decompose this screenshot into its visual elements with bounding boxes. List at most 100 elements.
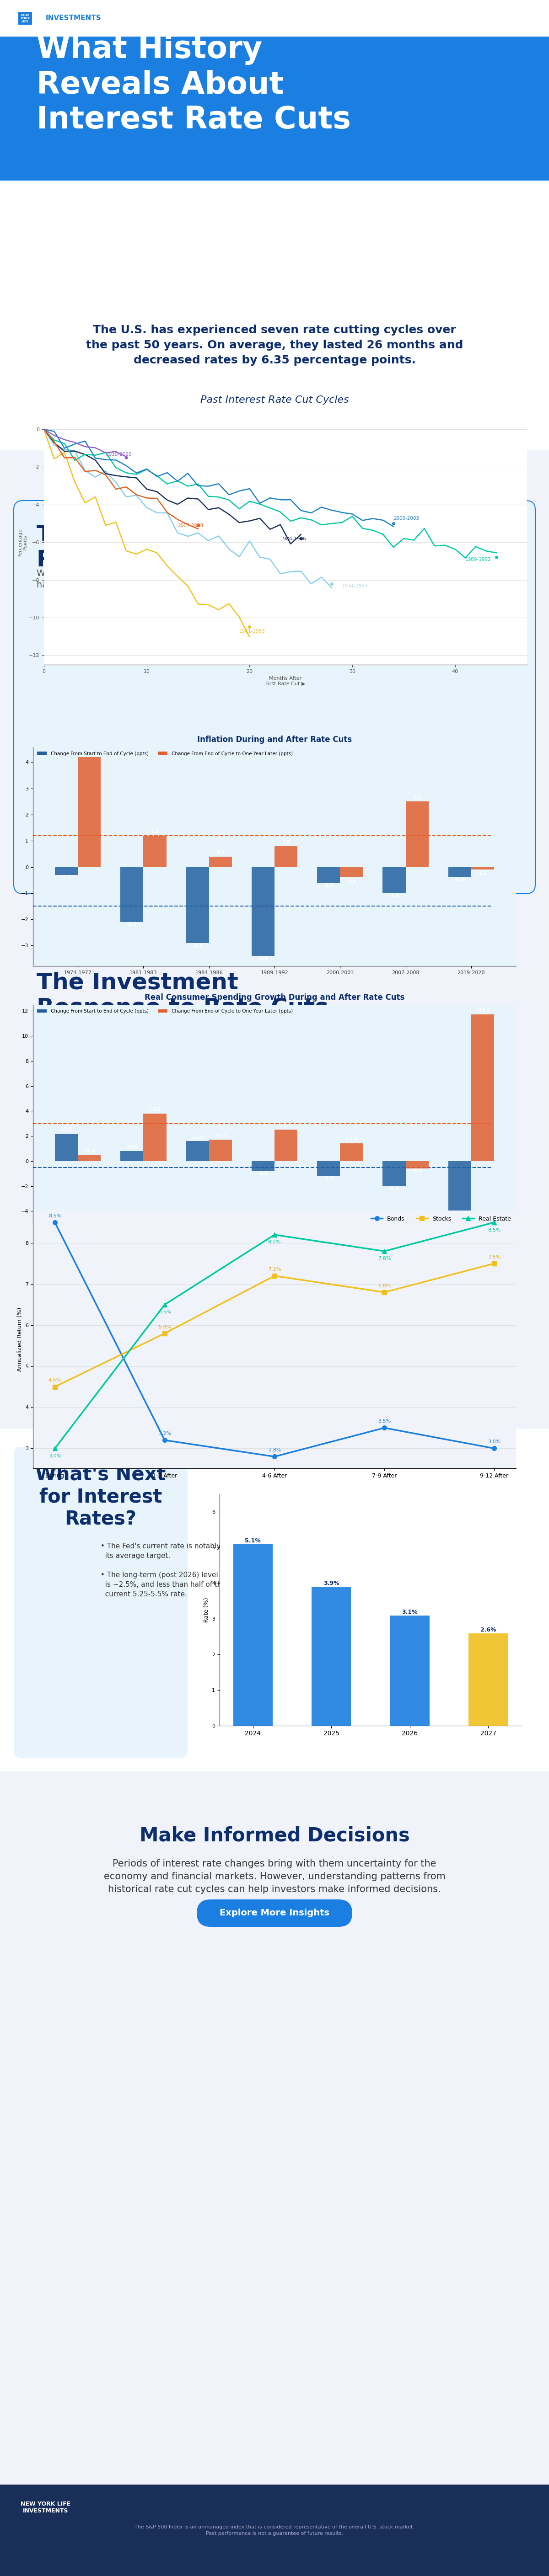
Bonds	[381, 1412, 388, 1443]
Real Estate	[271, 1218, 278, 1249]
Line: Stocks: Stocks	[53, 1262, 496, 1388]
Text: The U.S. has experienced seven rate cutting cycles over
the past 50 years. On av: The U.S. has experienced seven rate cutt…	[86, 325, 463, 366]
Bar	[120, 1151, 143, 1162]
Bar	[312, 1587, 351, 1726]
Text: 4.5%: 4.5%	[48, 1378, 61, 1383]
Bar	[143, 835, 166, 868]
Text: +11.7: +11.7	[475, 1007, 490, 1012]
Text: Explore More Insights: Explore More Insights	[220, 1909, 329, 1917]
Text: 2.8%: 2.8%	[268, 1448, 281, 1453]
Text: The Economic
Response to Rate Cuts: The Economic Response to Rate Cuts	[37, 523, 328, 572]
Real Estate	[491, 1208, 497, 1239]
Text: Federal Reserve Interest Rate Projections: March 2024: Federal Reserve Interest Rate Projection…	[201, 1437, 455, 1445]
Real Estate	[381, 1236, 388, 1267]
Text: -0.1: -0.1	[478, 871, 488, 876]
Text: What's Next
for Interest
Rates?: What's Next for Interest Rates?	[35, 1466, 166, 1528]
Text: -2.0: -2.0	[389, 1185, 399, 1190]
Bar	[78, 1154, 101, 1162]
Bar	[0, 0, 549, 36]
Bar	[0, 180, 549, 451]
Text: -0.6: -0.6	[324, 884, 333, 889]
Real Estate	[52, 1432, 58, 1463]
Text: +0.8: +0.8	[126, 1144, 138, 1149]
Text: 2000-2003: 2000-2003	[394, 515, 419, 520]
Bonds	[52, 1208, 58, 1239]
Legend: Change From Start to End of Cycle (ppts), Change From End of Cycle to One Year L: Change From Start to End of Cycle (ppts)…	[35, 750, 295, 757]
Bar	[406, 1162, 429, 1170]
FancyBboxPatch shape	[197, 1899, 352, 1927]
Text: NEW YORK LIFE
INVESTMENTS: NEW YORK LIFE INVESTMENTS	[21, 2501, 71, 2514]
Bar	[78, 757, 101, 868]
Text: Bonds outperformed while interest rates were being
cut, but holdings stocks and : Bonds outperformed while interest rates …	[160, 1345, 389, 1376]
Bar	[383, 868, 406, 894]
Text: 0.8: 0.8	[282, 840, 290, 845]
Text: -2.1: -2.1	[127, 922, 137, 927]
Stocks	[491, 1247, 497, 1278]
Text: Performance During and After Rate Cuts: Performance During and After Rate Cuts	[173, 1054, 376, 1064]
Bonds	[271, 1440, 278, 1471]
Text: 2.5: 2.5	[413, 796, 421, 799]
Bar	[317, 1162, 340, 1177]
Text: What History
Reveals About
Interest Rate Cuts: What History Reveals About Interest Rate…	[37, 33, 351, 134]
Text: +2.5: +2.5	[280, 1123, 292, 1128]
Y-axis label: Percentage
Points: Percentage Points	[18, 528, 27, 556]
Text: +2.2: +2.2	[60, 1128, 72, 1131]
Text: 6.5%: 6.5%	[158, 1309, 171, 1314]
Text: +1.7: +1.7	[215, 1133, 226, 1139]
Bar	[406, 801, 429, 868]
Stocks	[52, 1370, 58, 1401]
Text: -2.9: -2.9	[193, 943, 203, 948]
Text: 3.1%: 3.1%	[402, 1610, 418, 1615]
Bar	[55, 868, 78, 876]
Bar	[0, 953, 549, 1378]
Text: 2019-2020: 2019-2020	[105, 451, 131, 456]
Text: -3.4: -3.4	[258, 956, 268, 961]
Title: Inflation During and After Rate Cuts: Inflation During and After Rate Cuts	[197, 737, 352, 744]
Text: 4.2: 4.2	[85, 750, 93, 755]
Bar	[390, 1615, 429, 1726]
Bar	[0, 2486, 549, 2576]
Text: Make Informed Decisions: Make Informed Decisions	[139, 1826, 410, 1844]
Text: INVESTMENTS: INVESTMENTS	[46, 15, 102, 21]
Bar	[0, 1430, 549, 1772]
Bar	[317, 868, 340, 884]
X-axis label: Months After
First Rate Cut ▶: Months After First Rate Cut ▶	[266, 675, 305, 685]
Text: 2.6%: 2.6%	[480, 1628, 496, 1633]
Text: 5.1%: 5.1%	[245, 1538, 261, 1543]
Text: • The Fed's current rate is notably above
  its average target.

• The long-term: • The Fed's current rate is notably abov…	[100, 1543, 244, 1597]
Bonds	[161, 1425, 168, 1455]
Text: 8.2%: 8.2%	[268, 1239, 281, 1244]
Bar	[251, 868, 274, 956]
Bar	[274, 845, 298, 868]
Text: NEW
YORK
LIFE: NEW YORK LIFE	[20, 13, 30, 23]
Bar	[209, 855, 232, 868]
Text: 3.5%: 3.5%	[378, 1419, 391, 1425]
Bar	[0, 1814, 549, 2097]
Stocks	[271, 1260, 278, 1291]
Text: Which asset classes have tended to perform best
during and after interest rate c: Which asset classes have tended to perfo…	[37, 1023, 257, 1041]
Bonds	[491, 1432, 497, 1463]
Bar	[186, 868, 209, 943]
Text: 1.2: 1.2	[151, 829, 159, 835]
Bar	[340, 1144, 363, 1162]
Text: 7.8%: 7.8%	[378, 1257, 391, 1262]
Text: What impacts do interest rate cut cycles
have on inflation and consumer spending: What impacts do interest rate cut cycles…	[37, 569, 227, 590]
Text: 3.2%: 3.2%	[158, 1432, 171, 1435]
Bar	[55, 1133, 78, 1162]
Text: Periods of interest rate changes bring with them uncertainty for the
economy and: Periods of interest rate changes bring w…	[104, 1860, 445, 1893]
Bar	[469, 1633, 508, 1726]
Text: 1984-1986: 1984-1986	[281, 536, 306, 541]
Text: +0.5: +0.5	[83, 1149, 95, 1154]
Text: -0.6: -0.6	[412, 1170, 422, 1172]
Legend: Change From Start to End of Cycle (ppts), Change From End of Cycle to One Year L: Change From Start to End of Cycle (ppts)…	[35, 1007, 295, 1015]
Text: 8.5%: 8.5%	[488, 1229, 501, 1231]
Text: +1.4: +1.4	[346, 1139, 357, 1141]
Bar	[251, 1162, 274, 1172]
Line: Real Estate: Real Estate	[53, 1221, 496, 1450]
Text: Past Interest Rate Cut Cycles: Past Interest Rate Cut Cycles	[200, 397, 349, 404]
Bar	[233, 1543, 272, 1726]
Text: The S&P 500 Index is an unmanaged index that is considered representative of the: The S&P 500 Index is an unmanaged index …	[135, 2524, 414, 2535]
Text: 3.0%: 3.0%	[48, 1453, 61, 1458]
Y-axis label: Rate (%): Rate (%)	[203, 1597, 209, 1623]
Bar	[274, 1131, 298, 1162]
